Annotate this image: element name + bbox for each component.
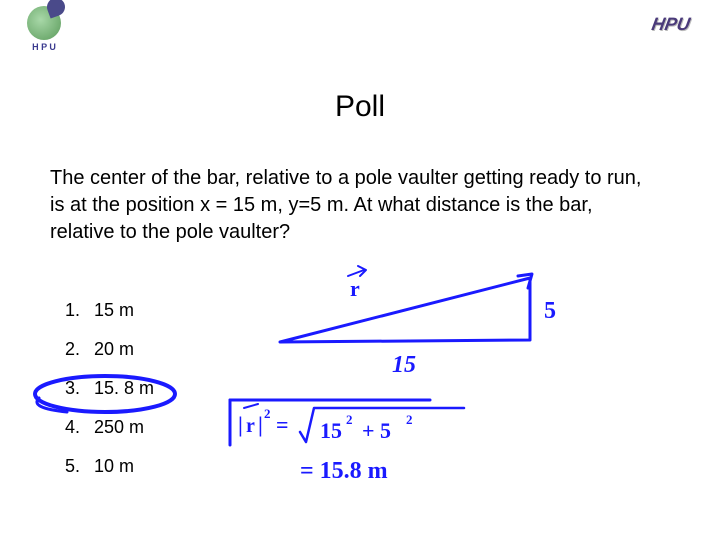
option-text: 15 m xyxy=(94,300,134,321)
poll-question: The center of the bar, relative to a pol… xyxy=(50,165,660,246)
option-num: 2. xyxy=(60,339,80,360)
option-2: 2. 20 m xyxy=(60,339,154,360)
svg-text:=: = xyxy=(276,412,289,437)
hpu-wordmark-logo: HPU xyxy=(633,6,709,42)
svg-text:5: 5 xyxy=(544,298,556,324)
svg-text:15: 15 xyxy=(392,352,416,378)
logo-right-text: HPU xyxy=(650,14,692,35)
option-text: 10 m xyxy=(94,456,134,477)
svg-text:+ 5: + 5 xyxy=(362,418,391,443)
poll-options: 1. 15 m 2. 20 m 3. 15. 8 m 4. 250 m 5. 1… xyxy=(60,300,154,495)
option-text: 15. 8 m xyxy=(94,378,154,399)
svg-text:2: 2 xyxy=(264,406,271,421)
option-num: 3. xyxy=(60,378,80,399)
svg-text:= 15.8 m: = 15.8 m xyxy=(300,458,388,484)
svg-text:|: | xyxy=(258,412,263,437)
svg-text:2: 2 xyxy=(406,412,413,427)
svg-text:r: r xyxy=(246,415,255,437)
option-1: 1. 15 m xyxy=(60,300,154,321)
option-5: 5. 10 m xyxy=(60,456,154,477)
option-num: 4. xyxy=(60,417,80,438)
svg-text:r: r xyxy=(350,276,360,301)
slide-title: Poll xyxy=(0,90,720,124)
svg-text:15: 15 xyxy=(320,418,342,443)
globe-icon xyxy=(27,6,61,40)
option-3: 3. 15. 8 m xyxy=(60,378,154,399)
logo-left-text: H P U xyxy=(32,42,56,52)
option-text: 250 m xyxy=(94,417,144,438)
svg-text:2: 2 xyxy=(346,412,353,427)
option-text: 20 m xyxy=(94,339,134,360)
option-num: 5. xyxy=(60,456,80,477)
hpu-globe-logo: H P U xyxy=(14,6,74,66)
slide-header: H P U HPU xyxy=(0,0,720,70)
option-4: 4. 250 m xyxy=(60,417,154,438)
option-num: 1. xyxy=(60,300,80,321)
svg-text:|: | xyxy=(238,412,243,437)
